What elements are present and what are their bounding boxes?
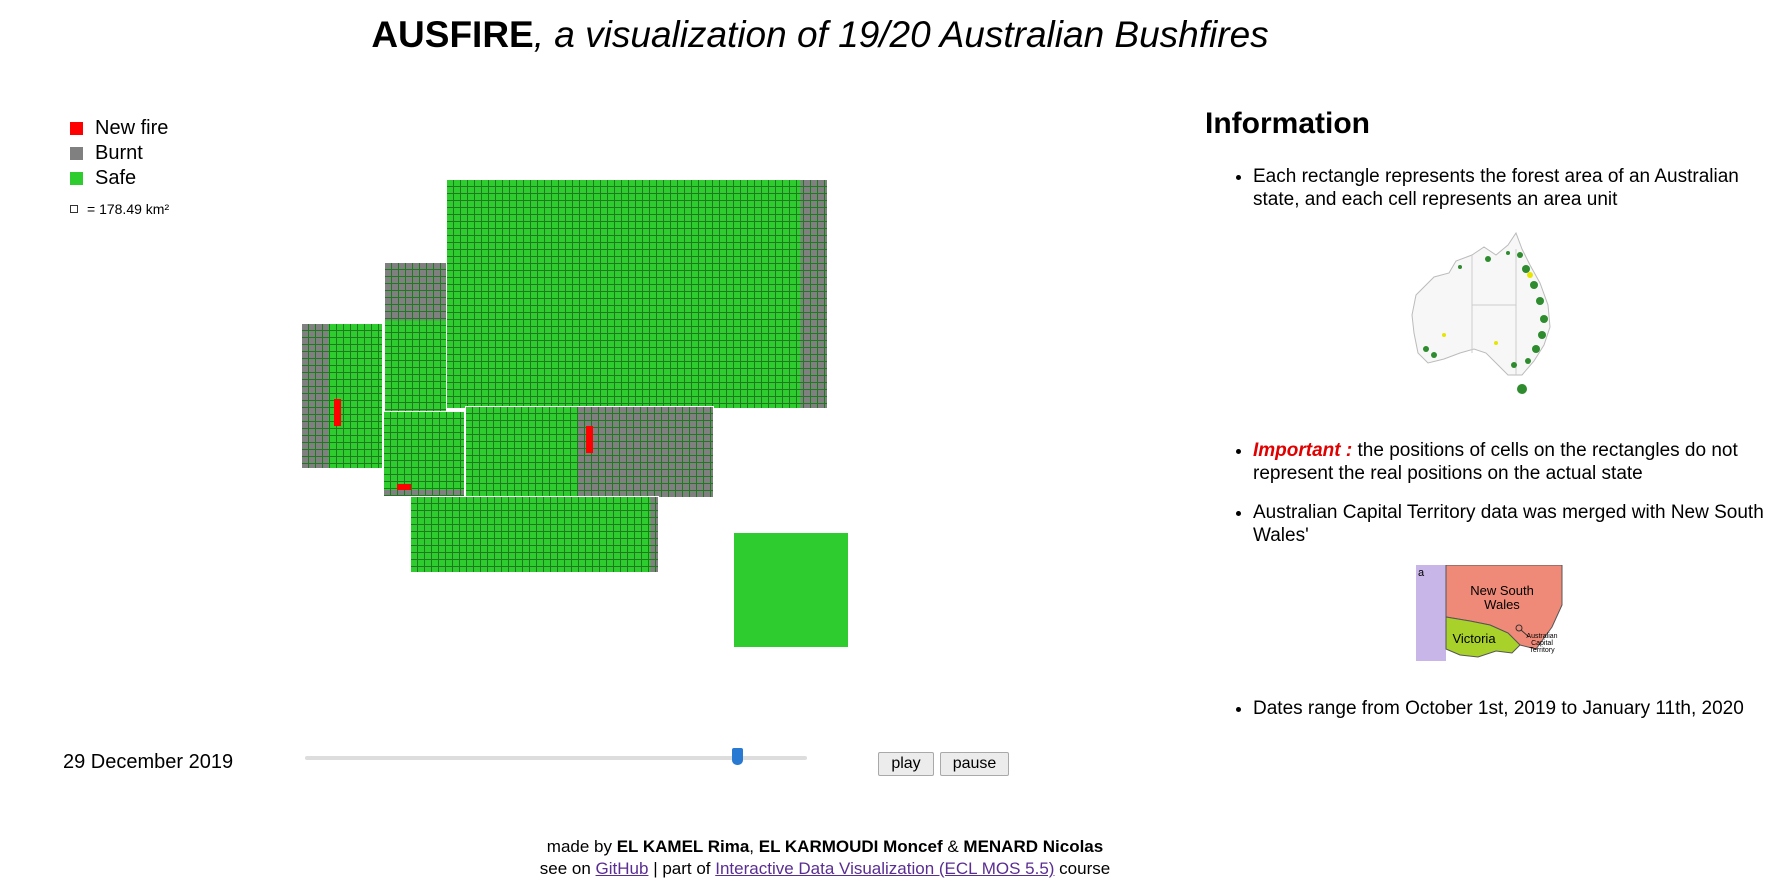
links: see on GitHub | part of Interactive Data…: [539, 859, 1111, 878]
state-rect-nsw: [465, 406, 714, 498]
svg-text:Australian: Australian: [1526, 633, 1557, 640]
date-slider[interactable]: [305, 748, 807, 765]
state-rect-sa: [383, 411, 465, 497]
info-item: Each rectangle represents the forest are…: [1253, 165, 1765, 405]
new-fire-cells: [397, 484, 411, 490]
cell-scale: = 178.49 km²: [70, 201, 169, 217]
svg-text:Wales: Wales: [1484, 597, 1520, 612]
legend-item-new-fire: New fire: [70, 116, 169, 141]
state-rect-tas: [733, 532, 849, 648]
svg-text:Territory: Territory: [1529, 647, 1555, 654]
info-item: Australian Capital Territory data was me…: [1253, 501, 1765, 661]
info-list: Each rectangle represents the forest are…: [1205, 165, 1765, 720]
play-button[interactable]: play: [878, 752, 934, 776]
legend-item-burnt: Burnt: [70, 141, 169, 166]
svg-text:Victoria: Victoria: [1452, 631, 1496, 646]
nsw-victoria-map-image: New South Wales Victoria Australian Capi…: [1416, 565, 1563, 661]
burnt-swatch: [70, 147, 83, 160]
app-name: AUSFIRE: [371, 14, 534, 55]
credits: made by EL KAMEL Rima, EL KARMOUDI Monce…: [546, 837, 1104, 856]
legend-item-safe: Safe: [70, 166, 169, 191]
svg-text:New South: New South: [1470, 583, 1534, 598]
info-item: Dates range from October 1st, 2019 to Ja…: [1253, 697, 1765, 720]
new-fire-cells: [334, 399, 341, 426]
pause-button[interactable]: pause: [940, 752, 1009, 776]
page-title: AUSFIRE, a visualization of 19/20 Austra…: [0, 8, 1640, 62]
cell-square-icon: [70, 205, 78, 213]
australia-forest-map-image: [1411, 231, 1551, 394]
state-rect-nt: [384, 262, 447, 412]
svg-text:Capital: Capital: [1531, 640, 1553, 647]
state-rect-qld: [446, 179, 828, 409]
legend: New fire Burnt Safe = 178.49 km²: [70, 116, 169, 217]
footer: made by EL KAMEL Rima, EL KARMOUDI Monce…: [0, 836, 1650, 880]
current-date: 29 December 2019: [63, 751, 234, 773]
slider-handle[interactable]: [731, 748, 743, 765]
state-rect-vic: [410, 496, 659, 573]
information-panel: Information Each rectangle represents th…: [1205, 107, 1765, 720]
safe-swatch: [70, 172, 83, 185]
new-fire-swatch: [70, 122, 83, 135]
svg-text:a: a: [1418, 567, 1425, 579]
info-item: Important : the positions of cells on th…: [1253, 439, 1765, 485]
info-title: Information: [1205, 107, 1370, 140]
cell-scale-label: = 178.49 km²: [87, 201, 170, 217]
course-link[interactable]: Interactive Data Visualization (ECL MOS …: [715, 859, 1055, 878]
new-fire-cells: [586, 426, 593, 453]
state-rect-wa: [301, 323, 383, 469]
app-subtitle: , a visualization of 19/20 Australian Bu…: [533, 14, 1269, 55]
state-grid-map: [0, 0, 1000, 700]
github-link[interactable]: GitHub: [595, 859, 649, 878]
